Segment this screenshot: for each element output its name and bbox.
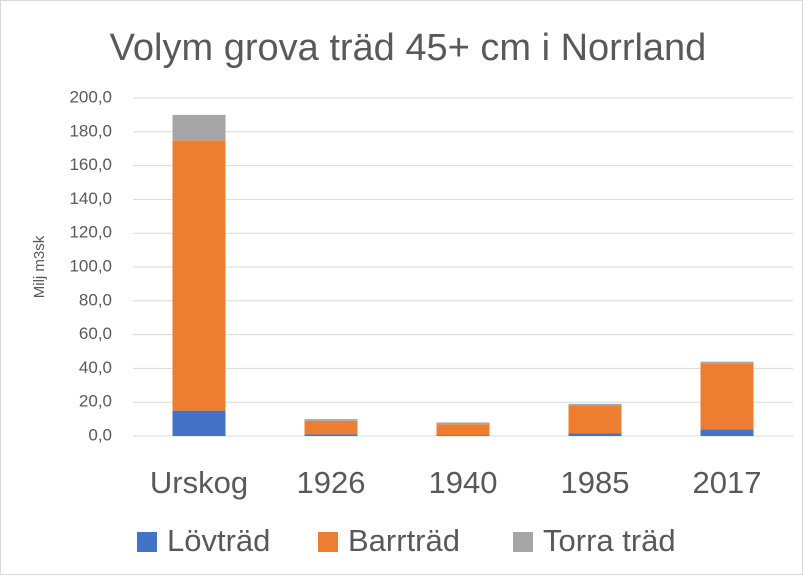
- y-axis-title: Milj m3sk: [31, 235, 48, 298]
- chart-title: Volym grova träd 45+ cm i Norrland: [110, 27, 707, 69]
- y-tick-label: 200,0: [69, 87, 112, 106]
- y-tick-label: 80,0: [79, 290, 112, 309]
- bar-segment: [700, 429, 754, 436]
- bar-segment: [304, 420, 358, 435]
- bar-segment: [172, 140, 226, 411]
- y-tick-label: 40,0: [79, 358, 112, 377]
- legend-swatch: [513, 532, 533, 552]
- legend-label: Lövträd: [167, 523, 270, 558]
- bar-segment: [304, 419, 358, 421]
- legend-label: Torra träd: [543, 523, 676, 558]
- bar-segment: [568, 405, 622, 434]
- bar-segment: [700, 363, 754, 430]
- bar-segment: [436, 424, 490, 436]
- bar-segment: [304, 434, 358, 436]
- bar-segment: [172, 114, 226, 141]
- bar-segment: [568, 433, 622, 436]
- x-tick-label: 2017: [693, 465, 762, 500]
- y-tick-label: 180,0: [69, 121, 112, 140]
- x-tick-label: 1926: [297, 465, 366, 500]
- y-tick-label: 140,0: [69, 189, 112, 208]
- legend-swatch: [137, 532, 157, 552]
- x-tick-label: 1940: [429, 465, 498, 500]
- y-tick-label: 100,0: [69, 256, 112, 275]
- y-tick-label: 160,0: [69, 155, 112, 174]
- bar-segment: [436, 435, 490, 436]
- legend-label: Barrträd: [348, 523, 460, 558]
- y-tick-label: 20,0: [79, 392, 112, 411]
- bar-segment: [172, 410, 226, 436]
- bar-segment: [436, 422, 490, 425]
- y-tick-label: 60,0: [79, 324, 112, 343]
- y-tick-label: 0,0: [88, 425, 112, 444]
- bar-segment: [700, 361, 754, 364]
- y-tick-label: 120,0: [69, 223, 112, 242]
- bar-segment: [568, 403, 622, 406]
- x-tick-label: Urskog: [150, 465, 248, 500]
- legend-swatch: [318, 532, 338, 552]
- x-tick-label: 1985: [561, 465, 630, 500]
